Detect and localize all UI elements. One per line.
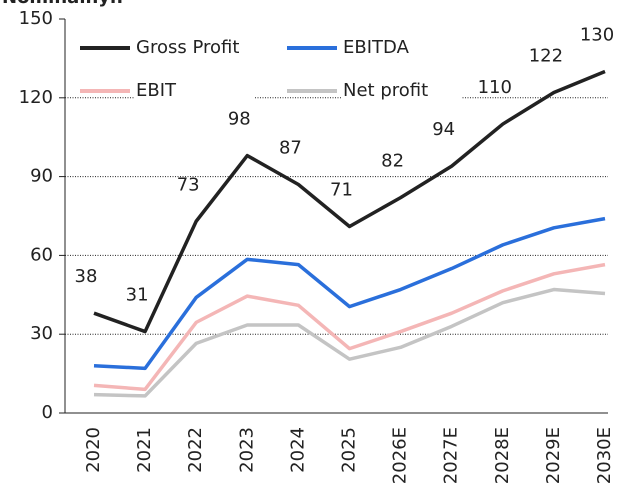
series-line — [93, 262, 606, 392]
x-tick-label: 2027E — [441, 427, 462, 484]
x-tick-label: 2022 — [185, 427, 206, 473]
x-tick-label: 2024 — [287, 427, 308, 473]
y-tick-label: 0 — [42, 402, 53, 423]
x-tick-label: 2030E — [594, 427, 615, 484]
legend-bg — [134, 36, 254, 60]
y-tick-label: 60 — [30, 244, 53, 265]
y-tick-label: 90 — [30, 166, 53, 187]
legend-bg — [341, 36, 461, 60]
x-tick-label: 2029E — [543, 427, 564, 484]
data-label: 82 — [381, 151, 404, 172]
series-line — [93, 216, 606, 371]
chart-title: Nominalnyh — [2, 0, 123, 8]
data-label: 71 — [330, 180, 353, 201]
data-label: 73 — [177, 174, 200, 195]
series-line — [93, 287, 606, 398]
legend-bg — [341, 79, 461, 103]
x-tick-label: 2021 — [134, 427, 155, 473]
legend-bg — [134, 79, 254, 103]
x-tick-label: 2023 — [236, 427, 257, 473]
data-label: 110 — [478, 77, 512, 98]
data-label: 87 — [279, 137, 302, 158]
legend-label: EBIT — [136, 80, 177, 101]
data-label: 94 — [432, 119, 455, 140]
legend-label: EBITDA — [343, 37, 410, 58]
x-tick-label: 2026E — [390, 427, 411, 484]
data-label: 122 — [529, 46, 563, 67]
data-label: 130 — [580, 25, 614, 46]
y-tick-label: 150 — [19, 8, 53, 29]
y-tick-label: 120 — [19, 87, 53, 108]
x-tick-label: 2028E — [492, 427, 513, 484]
x-tick-label: 2025 — [339, 427, 360, 473]
x-tick-label: 2020 — [83, 427, 104, 473]
legend-label: Net profit — [343, 80, 428, 101]
legend-label: Gross Profit — [136, 37, 239, 58]
data-label: 31 — [126, 285, 149, 306]
y-tick-label: 30 — [30, 323, 53, 344]
data-label: 98 — [228, 109, 251, 130]
series-line — [93, 69, 606, 334]
data-label: 38 — [75, 266, 98, 287]
